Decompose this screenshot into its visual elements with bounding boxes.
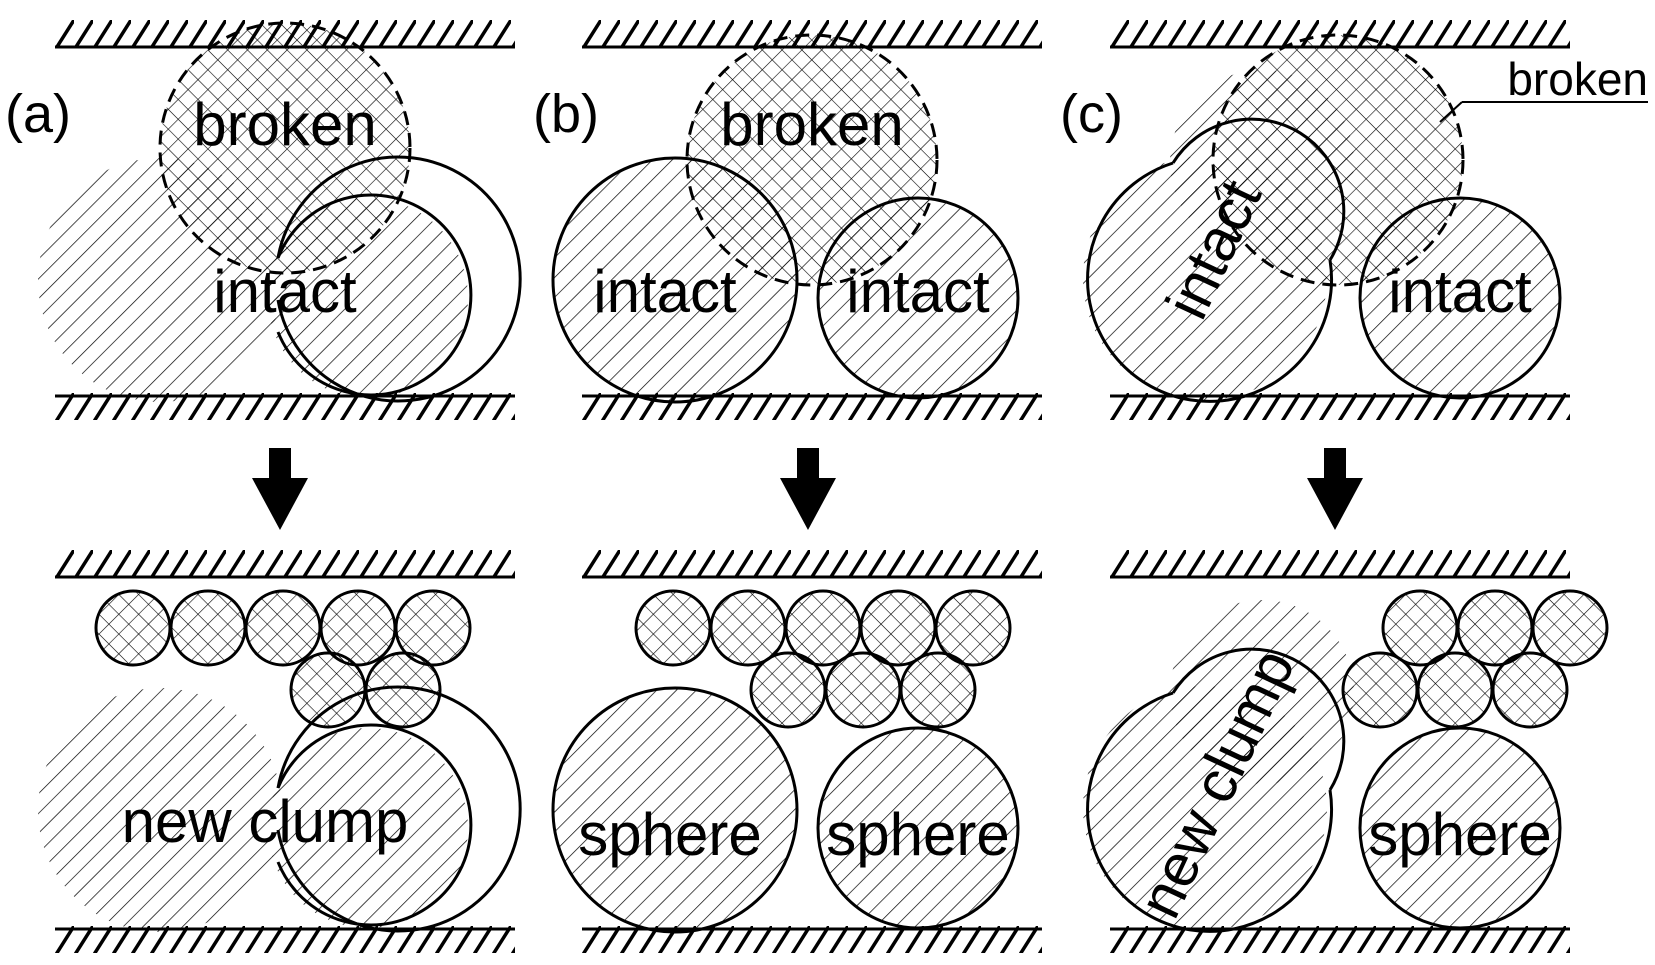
fragments-b <box>634 589 1012 729</box>
fragment <box>1531 589 1609 667</box>
down-arrow-icon <box>1307 448 1363 530</box>
fragment <box>394 589 472 667</box>
broken-label-a: broken <box>193 91 376 158</box>
fragment <box>1416 651 1494 729</box>
panel-c: (c) broken intact intact new clump spher… <box>1060 20 1648 953</box>
result-label-a: new clump <box>122 788 409 855</box>
fragment <box>289 651 367 729</box>
fragment <box>244 589 322 667</box>
intact-label-b-right: intact <box>846 258 990 325</box>
fragment <box>634 589 712 667</box>
new-clump-a-right <box>268 728 468 928</box>
panel-a: (a) broken intact new clump <box>5 20 522 953</box>
intact-clump-a-right <box>268 198 468 398</box>
intact-label-b-left: intact <box>593 258 737 325</box>
fragment <box>899 651 977 729</box>
sphere-label-b-right: sphere <box>826 801 1009 868</box>
fragment <box>709 589 787 667</box>
down-arrow-icon <box>252 448 308 530</box>
fragments-a <box>94 589 472 729</box>
sphere-label-c-right: sphere <box>1368 801 1551 868</box>
intact-clump-a-left <box>38 158 282 402</box>
panel-label-b: (b) <box>533 84 599 144</box>
panel-b: (b) broken intact intact sphere sphere <box>533 20 1042 953</box>
sphere-label-b-left: sphere <box>578 801 761 868</box>
intact-label-c-right: intact <box>1388 258 1532 325</box>
intact-clump-c-upper <box>1170 70 1354 254</box>
new-clump-c-upper <box>1170 600 1354 784</box>
panel-label-a: (a) <box>5 84 71 144</box>
fragment <box>169 589 247 667</box>
new-clump-a-left <box>38 688 282 932</box>
panel-label-c: (c) <box>1060 84 1123 144</box>
fragment <box>749 651 827 729</box>
fragment <box>934 589 1012 667</box>
fragment <box>1341 651 1419 729</box>
fragment <box>94 589 172 667</box>
fragment <box>824 651 902 729</box>
fragments-c <box>1341 589 1609 729</box>
down-arrow-icon <box>780 448 836 530</box>
fragment <box>1491 651 1569 729</box>
intact-label-a: intact <box>213 258 357 325</box>
broken-label-b: broken <box>720 91 903 158</box>
broken-label-c: broken <box>1507 53 1648 105</box>
